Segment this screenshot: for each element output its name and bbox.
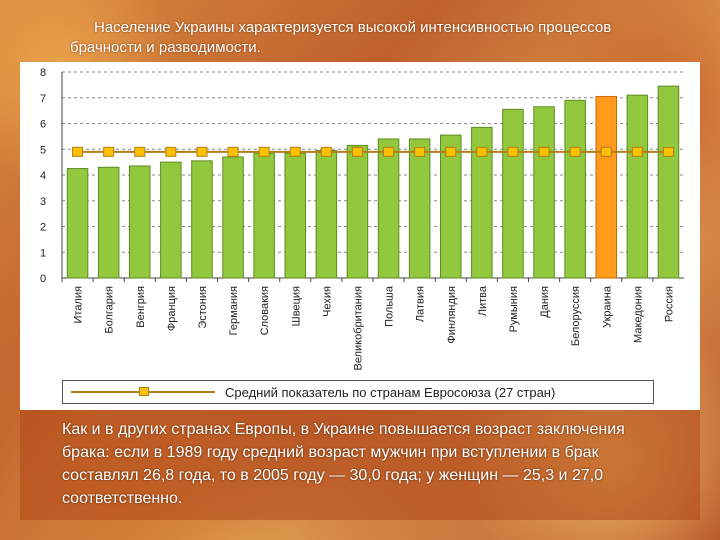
- x-tick-label: Швеция: [290, 286, 302, 326]
- slide-title: Население Украины характеризуется высоко…: [70, 18, 690, 58]
- x-tick-label: Германия: [228, 286, 240, 335]
- average-marker: [538, 146, 550, 157]
- y-tick-label: 1: [40, 247, 46, 259]
- average-marker: [383, 146, 395, 157]
- average-marker: [445, 146, 457, 157]
- x-tick-label: Болгария: [104, 286, 116, 334]
- x-tick-label: Словакия: [259, 286, 271, 335]
- bar: [284, 152, 307, 279]
- y-tick-label: 2: [40, 222, 46, 234]
- chart-panel: 0 1 2 3 4 5 6 7 8 Италия Болгария Венгрия Франция Эст…: [20, 62, 700, 410]
- y-tick-label: 6: [40, 119, 46, 131]
- average-marker: [165, 146, 177, 157]
- bar: [439, 134, 462, 279]
- average-marker: [476, 146, 488, 157]
- x-tick-label: Латвия: [415, 286, 427, 322]
- average-marker: [134, 146, 146, 157]
- y-tick-label: 0: [40, 273, 46, 285]
- average-marker: [258, 146, 270, 157]
- average-marker: [72, 146, 84, 157]
- x-tick-label: Польша: [384, 285, 396, 327]
- average-marker: [507, 146, 519, 157]
- average-marker: [600, 146, 612, 157]
- y-tick-label: 8: [40, 67, 46, 79]
- average-marker: [289, 146, 301, 157]
- y-tick-label: 5: [40, 144, 46, 156]
- x-tick-label: Франция: [166, 286, 178, 331]
- bar: [160, 161, 182, 279]
- chart-legend: Средний показатель по странам Евросоюза …: [62, 380, 654, 404]
- bar: [502, 108, 524, 279]
- bar: [408, 138, 431, 279]
- x-tick-label: Великобритания: [352, 286, 364, 371]
- body-text-panel: Как и в других странах Европы, в Украине…: [20, 410, 700, 520]
- bar: [657, 85, 680, 279]
- x-tick-label: Эстония: [197, 286, 209, 329]
- x-tick-label: Италия: [73, 286, 85, 324]
- average-marker: [227, 146, 239, 157]
- average-marker: [320, 146, 332, 157]
- average-marker: [662, 146, 674, 157]
- bar: [564, 99, 586, 279]
- x-tick-label: Украина: [601, 285, 613, 328]
- bar: [471, 126, 493, 279]
- bar: [66, 168, 89, 279]
- bar: [626, 94, 649, 279]
- average-marker: [631, 146, 643, 157]
- slide-title-line-1: Население Украины характеризуется высоко…: [94, 19, 612, 36]
- bar: [533, 106, 555, 279]
- average-marker: [569, 146, 581, 157]
- bar: [377, 138, 400, 279]
- y-tick-label: 4: [40, 170, 46, 182]
- x-tick-label: Дания: [539, 286, 551, 318]
- bar: [191, 160, 213, 279]
- x-tick-label: Румыния: [508, 286, 520, 332]
- average-marker: [196, 146, 208, 157]
- x-tick-label: Белоруссия: [570, 286, 582, 346]
- y-tick-label: 3: [40, 196, 46, 208]
- x-tick-label: Чехия: [321, 286, 333, 317]
- x-tick-label: Россия: [663, 286, 675, 322]
- bar: [253, 152, 275, 279]
- x-tick-label: Македония: [632, 286, 644, 343]
- x-tick-label: Финляндия: [446, 286, 458, 344]
- slide-title-line-2: брачности и разводимости.: [70, 39, 261, 56]
- legend-marker-swatch: [139, 387, 149, 396]
- average-marker: [103, 146, 115, 157]
- average-marker: [414, 146, 426, 157]
- bar: [346, 144, 369, 279]
- bar: [97, 166, 120, 279]
- x-tick-label: Литва: [477, 285, 489, 316]
- y-tick-label: 7: [40, 93, 46, 105]
- body-text: Как и в других странах Европы, в Украине…: [62, 421, 625, 507]
- bar-chart: 0 1 2 3 4 5 6 7 8 Италия Болгария Венгрия Франция Эст…: [40, 67, 684, 371]
- bar: [315, 150, 338, 279]
- average-marker: [351, 146, 363, 157]
- bar: [128, 165, 151, 279]
- bar: [595, 95, 618, 279]
- bar: [222, 156, 244, 279]
- x-tick-label: Венгрия: [135, 286, 147, 328]
- legend-label: Средний показатель по странам Евросоюза …: [225, 385, 556, 400]
